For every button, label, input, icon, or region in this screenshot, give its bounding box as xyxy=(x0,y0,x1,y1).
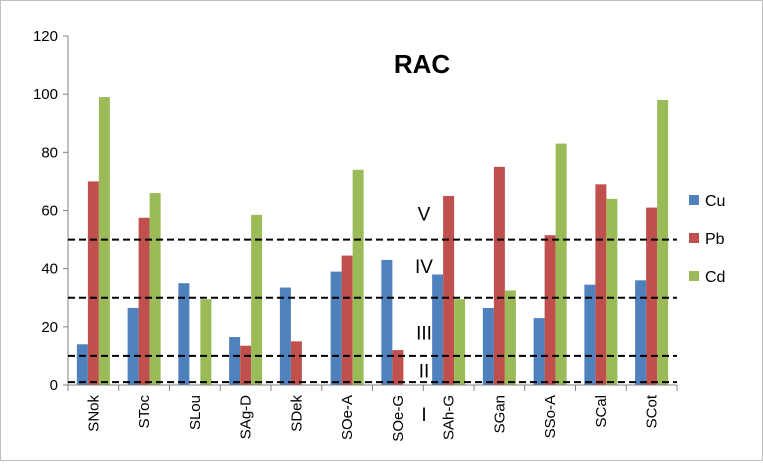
zone-label: III xyxy=(416,324,432,345)
bar-cu-sag-d xyxy=(229,337,241,385)
x-tick-label: SAg-D xyxy=(238,395,255,439)
bar-pb-stoc xyxy=(138,217,150,385)
bar-cd-sgan xyxy=(504,290,516,385)
zone-label: IV xyxy=(415,257,433,278)
legend-swatch-cu xyxy=(689,195,699,205)
bar-pb-sgan xyxy=(493,166,505,385)
zone-label: II xyxy=(419,361,430,382)
bar-pb-sso-a xyxy=(544,235,556,385)
bar-pb-scal xyxy=(595,184,607,385)
bar-pb-soe-a xyxy=(341,255,353,385)
legend: Cu Pb Cd xyxy=(689,193,725,286)
x-tick-label: SOe-A xyxy=(339,395,356,440)
chart-title: RAC xyxy=(394,49,451,79)
x-tick-label: SToc xyxy=(136,395,153,429)
bar-cu-sdek xyxy=(279,287,291,385)
bar-cu-stoc xyxy=(127,307,139,385)
bar-pb-sag-d xyxy=(240,345,252,385)
x-axis: SNok SToc SLou SAg-D SDek SOe-A SOe-G SAh-G SGan… xyxy=(67,384,678,442)
legend-swatch-cd xyxy=(689,271,699,281)
threshold-lines xyxy=(68,238,677,384)
bar-cu-sso-a xyxy=(533,318,545,385)
bar-cd-snok xyxy=(98,97,110,385)
legend-label-cu: Cu xyxy=(705,193,725,210)
zone-label: I xyxy=(421,405,426,426)
bar-cd-soe-a xyxy=(352,169,364,385)
bar-cu-sah-g xyxy=(432,274,444,385)
x-tick-label: SDek xyxy=(288,395,305,432)
bar-cu-soe-g xyxy=(381,259,393,385)
bar-cu-snok xyxy=(76,344,88,385)
x-tick-label: SOe-G xyxy=(390,395,407,442)
y-tick-label: 20 xyxy=(41,319,58,336)
bar-cu-slou xyxy=(178,283,190,385)
y-tick-label: 40 xyxy=(41,261,58,278)
x-tick-label: SCal xyxy=(593,395,610,428)
bar-pb-soe-g xyxy=(392,350,404,385)
bar-cu-scal xyxy=(584,284,596,385)
y-tick-label: 0 xyxy=(50,377,58,394)
bar-pb-snok xyxy=(87,181,99,385)
bar-cd-slou xyxy=(200,299,212,385)
legend-label-pb: Pb xyxy=(705,231,725,248)
bar-cu-soe-a xyxy=(330,271,342,385)
x-tick-label: SNok xyxy=(85,395,102,432)
bar-cd-scal xyxy=(606,198,618,385)
bar-cd-sag-d xyxy=(251,214,263,385)
y-tick-label: 80 xyxy=(41,144,58,161)
bar-pb-sah-g xyxy=(443,195,455,385)
bar-cd-sso-a xyxy=(555,143,567,385)
bars xyxy=(76,97,669,385)
bar-cd-scot xyxy=(657,99,669,385)
bar-cd-sah-g xyxy=(454,299,466,385)
y-tick-label: 100 xyxy=(33,86,58,103)
bar-pb-scot xyxy=(646,207,658,385)
legend-swatch-pb xyxy=(689,233,699,243)
bar-cu-sgan xyxy=(482,307,494,385)
y-tick-label: 120 xyxy=(33,28,58,45)
x-tick-label: SLou xyxy=(187,395,204,430)
bar-cu-scot xyxy=(635,280,647,385)
x-tick-label: SAh-G xyxy=(441,395,458,440)
x-tick-label: SSo-A xyxy=(542,395,559,438)
x-tick-label: SGan xyxy=(491,395,508,433)
y-tick-label: 60 xyxy=(41,203,58,220)
bar-cd-stoc xyxy=(149,193,161,385)
legend-label-cd: Cd xyxy=(705,269,725,286)
y-axis: 0 20 40 60 80 100 120 xyxy=(33,28,69,394)
x-tick-label: SCot xyxy=(644,394,661,428)
zone-label: V xyxy=(418,204,431,225)
bar-pb-sdek xyxy=(290,341,302,385)
